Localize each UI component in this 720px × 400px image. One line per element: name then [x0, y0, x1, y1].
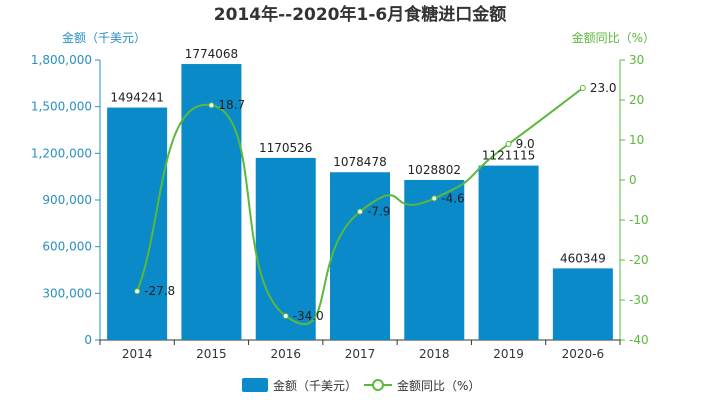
y-right-tick-label: -40 [629, 333, 649, 347]
bar-value-label: 1494241 [110, 91, 163, 105]
bar [552, 268, 613, 340]
y-axis-right-label: 金额同比（%） [572, 30, 655, 45]
line-point [134, 288, 141, 295]
legend-bar-swatch [242, 378, 268, 392]
chart-title: 2014年--2020年1-6月食糖进口金额 [214, 4, 506, 25]
legend-bar-label: 金额（千美元） [273, 378, 357, 393]
line-value-label: 18.7 [218, 98, 245, 112]
line-point [282, 313, 289, 319]
axes: 0 300,000 600,000 900,000 1,200,000 1,500,000… [31, 53, 649, 361]
bar-value-label: 1121115 [482, 149, 535, 163]
line-value-label: -4.6 [441, 191, 464, 205]
x-tick-label: 2015 [196, 347, 227, 361]
bar-value-label: 1078478 [333, 155, 386, 169]
y-left-tick-label: 0 [84, 333, 92, 347]
x-tick-label: 2020-6 [562, 347, 605, 361]
line-point [208, 102, 215, 109]
bar [404, 179, 465, 340]
y-right-tick-label: 0 [629, 173, 637, 187]
y-left-tick-label: 1,500,000 [31, 100, 92, 114]
bar-value-label: 1028802 [408, 163, 461, 177]
line-value-label: 9.0 [516, 137, 535, 151]
x-tick-label: 2019 [493, 347, 524, 361]
x-tick-label: 2018 [419, 347, 450, 361]
bar [330, 172, 390, 340]
line-point [579, 85, 586, 91]
line-path [136, 87, 584, 325]
y-right-tick-label: -30 [629, 293, 649, 307]
bar [255, 157, 316, 340]
y-right-tick-label: 30 [629, 53, 644, 67]
x-tick-label: 2017 [345, 347, 376, 361]
y-left-tick-label: 900,000 [42, 193, 92, 207]
x-tick-label: 2014 [122, 347, 153, 361]
y-left-tick-label: 1,200,000 [31, 146, 92, 160]
line-value-label: 23.0 [590, 81, 617, 95]
x-tick-label: 2016 [270, 347, 301, 361]
legend[interactable]: 金额（千美元） 金额同比（%） [242, 378, 480, 393]
y-axis-left-label: 金额（千美元） [62, 30, 146, 45]
y-right-tick-label: 20 [629, 93, 644, 107]
line-point [505, 141, 512, 147]
y-right-tick-label: -20 [629, 253, 649, 267]
line-value-label: -27.8 [144, 284, 175, 298]
y-left-tick-label: 1,800,000 [31, 53, 92, 67]
bar [478, 165, 539, 340]
y-right-tick-label: -10 [629, 213, 649, 227]
bar-value-label: 1774068 [185, 47, 238, 61]
line-value-label: -7.9 [367, 205, 390, 219]
line-point [357, 208, 363, 215]
bars [107, 64, 613, 341]
data-labels: 1494241 1774068 1170526 1078478 1028802 11211… [110, 47, 616, 323]
line-series [134, 85, 586, 325]
bar-value-label: 460349 [560, 251, 606, 265]
line-value-label: -34.0 [293, 309, 324, 323]
y-left-tick-label: 300,000 [42, 286, 92, 300]
legend-line-label: 金额同比（%） [397, 378, 480, 393]
line-point [431, 195, 438, 202]
bar [107, 107, 168, 341]
y-right-tick-label: 10 [629, 133, 644, 147]
legend-line-marker [372, 379, 384, 391]
y-left-tick-label: 600,000 [42, 240, 92, 254]
bar-value-label: 1170526 [259, 141, 312, 155]
